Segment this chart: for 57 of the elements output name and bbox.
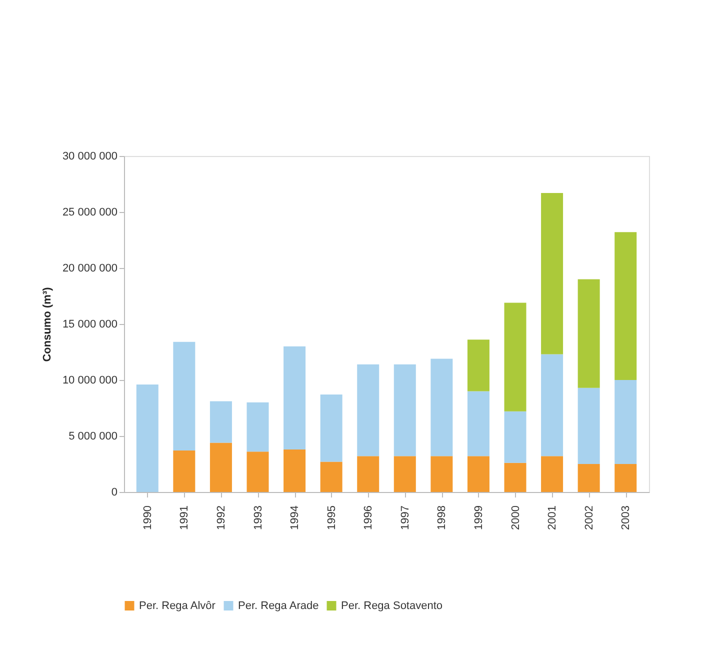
bar — [394, 456, 416, 492]
x-tick-label: 1998 — [436, 506, 448, 530]
bar — [504, 462, 526, 492]
bar — [541, 354, 564, 456]
bar — [394, 364, 416, 456]
bar — [541, 192, 564, 354]
x-tick-label: 1993 — [252, 506, 264, 530]
bar — [504, 302, 526, 412]
bar — [320, 462, 342, 492]
bar — [246, 452, 269, 492]
bar — [578, 279, 600, 388]
bar — [467, 456, 490, 492]
bar — [541, 456, 564, 492]
bar — [614, 232, 637, 380]
bar — [614, 380, 637, 464]
bar — [614, 464, 637, 492]
bar — [467, 340, 490, 392]
x-tick-label: 1991 — [178, 506, 191, 530]
y-tick-label: 20 000 000 — [62, 262, 118, 274]
x-tick-label: 2002 — [583, 506, 596, 530]
bar — [246, 402, 269, 452]
x-tick-label: 2000 — [510, 506, 522, 530]
x-tick-label: 1990 — [142, 506, 154, 530]
x-tick-label: 1997 — [399, 506, 412, 530]
x-tick-label: 2003 — [620, 506, 632, 530]
bar — [173, 450, 196, 492]
bar — [357, 364, 380, 456]
x-tick-label: 1995 — [326, 506, 338, 530]
bar — [210, 401, 232, 443]
bar — [173, 342, 196, 451]
x-tick-label: 1999 — [472, 506, 485, 530]
bar — [430, 358, 453, 456]
y-tick-label: 30 000 000 — [62, 150, 118, 162]
x-tick-label: 2001 — [546, 506, 559, 530]
bar — [430, 456, 453, 492]
bar — [578, 464, 600, 492]
bar — [284, 449, 306, 492]
y-tick-label: 25 000 000 — [62, 206, 118, 218]
bar — [357, 456, 380, 492]
legend-label: Per. Rega Alvôr — [139, 600, 216, 612]
bar — [210, 442, 232, 492]
y-tick-label: 10 000 000 — [62, 374, 118, 386]
bar — [136, 384, 158, 492]
y-tick-label: 5 000 000 — [68, 430, 118, 442]
legend-label: Per. Rega Sotavento — [341, 600, 443, 612]
x-tick-label: 1992 — [215, 506, 228, 530]
bar — [467, 391, 490, 456]
y-axis-title: Consumo (m³) — [41, 286, 54, 362]
bar — [284, 346, 306, 450]
x-tick-label: 1996 — [362, 506, 375, 530]
x-tick-label: 1994 — [289, 506, 302, 530]
y-tick-label: 15 000 000 — [62, 318, 118, 330]
bar — [504, 411, 526, 463]
bar — [320, 394, 342, 462]
y-tick-label: 0 — [111, 486, 118, 498]
legend-label: Per. Rega Arade — [238, 600, 319, 612]
bar — [578, 388, 600, 464]
